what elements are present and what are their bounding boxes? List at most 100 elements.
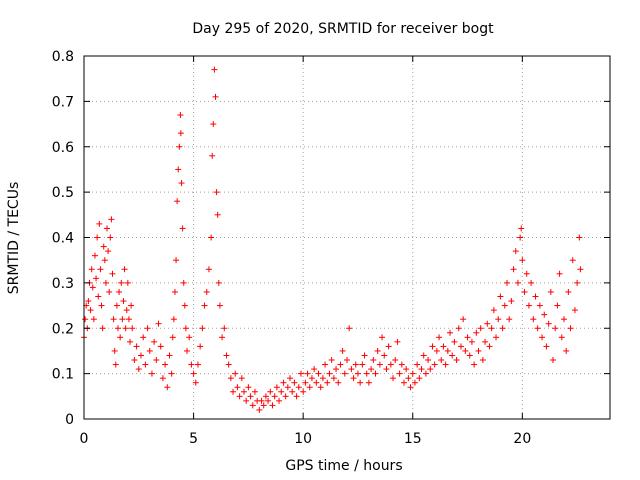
data-point [194,361,201,368]
data-point [475,347,482,354]
data-point [199,325,206,332]
data-point [313,379,320,386]
data-point [269,402,276,409]
data-point [365,379,372,386]
data-point [238,375,245,382]
data-point [304,370,311,377]
data-point [289,388,296,395]
data-point [236,393,243,400]
data-point [184,347,191,354]
data-point [295,384,302,391]
data-point [433,347,440,354]
data-point [447,329,454,336]
x-tick-label: 0 [80,431,89,447]
data-point [169,334,176,341]
x-axis-label: GPS time / hours [285,458,402,474]
data-point [146,347,153,354]
data-point [517,234,524,241]
data-point [429,343,436,350]
data-point [87,307,94,314]
data-point [232,370,239,377]
x-tick-label: 20 [513,431,531,447]
data-point [455,325,462,332]
data-point [159,375,166,382]
data-point [291,379,298,386]
y-tick-label: 0.3 [52,276,74,292]
data-point [94,234,101,241]
data-point [211,66,218,73]
data-point [418,366,425,373]
data-point [514,279,521,286]
data-point [536,302,543,309]
data-point [444,347,451,354]
data-point [124,279,131,286]
data-point [311,366,318,373]
data-point [267,388,274,395]
data-point [177,111,184,118]
data-point [344,357,350,364]
data-point [121,266,128,273]
data-point [368,366,375,373]
data-point [372,370,379,377]
data-point [574,279,581,286]
y-axis-label: SRMTID / TECUs [6,182,22,295]
data-point [129,325,136,332]
data-point [265,397,272,404]
data-point [414,361,421,368]
data-point [319,375,326,382]
data-point [482,338,489,345]
data-point [140,334,147,341]
data-point [558,334,565,341]
data-point [315,370,322,377]
data-point [438,357,445,364]
data-point [282,393,289,400]
data-point [99,325,106,332]
data-point [111,347,118,354]
data-point [91,252,98,259]
data-point [577,266,584,273]
data-point [576,234,583,241]
data-point [137,352,144,359]
data-point [297,370,304,377]
data-point [357,379,364,386]
data-point [135,366,142,373]
data-point [230,388,237,395]
data-point [449,352,456,359]
data-point [571,307,578,314]
data-point [493,334,500,341]
data-point [101,257,108,264]
data-point [170,316,177,323]
data-point [350,375,357,382]
y-tick-label: 0.4 [52,231,74,247]
data-point [462,347,469,354]
data-point [215,279,222,286]
data-point [155,320,162,327]
data-point [234,384,241,391]
data-point [405,375,412,382]
data-point [497,293,504,300]
data-point [271,393,278,400]
data-point [88,266,95,273]
data-point [416,375,423,382]
data-point [116,288,123,295]
data-point [122,325,129,332]
y-tick-label: 0.8 [52,49,74,65]
data-point [168,370,175,377]
data-point [125,316,132,323]
x-tick-label: 15 [404,431,422,447]
data-point [519,257,526,264]
data-point [205,266,212,273]
y-tick-label: 0.1 [52,367,74,383]
data-point [186,334,193,341]
data-point [495,316,502,323]
data-point [387,361,394,368]
data-point [565,288,572,295]
axis-ticks [83,55,610,420]
data-point [477,325,484,332]
data-point [153,357,160,364]
data-point [346,325,353,332]
data-point [177,130,184,137]
data-point [510,266,517,273]
data-point [178,180,185,187]
